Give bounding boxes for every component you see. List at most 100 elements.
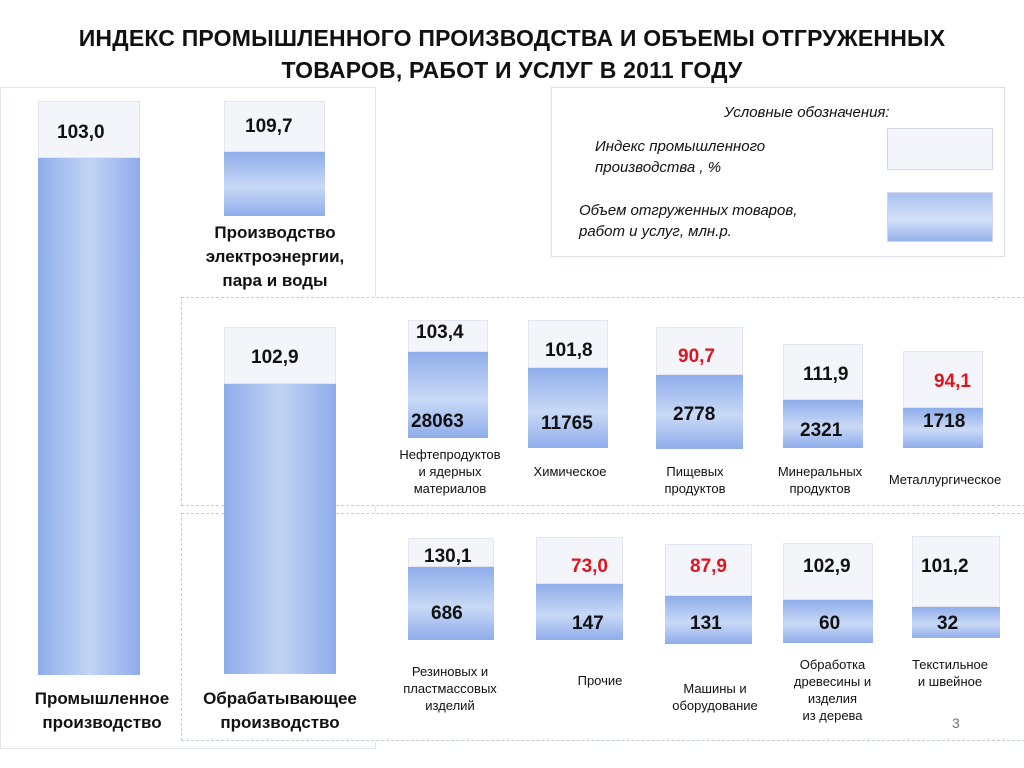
index-label-oil: 103,4 (416, 322, 464, 343)
volume-label-food: 2778 (673, 404, 716, 425)
category-label-line: производство (220, 713, 340, 732)
category-label-chemical: Химическое (505, 463, 635, 480)
bar-volume-segment (783, 600, 873, 643)
category-label-textile: Текстильное и швейное (885, 656, 1015, 690)
category-label-line: и швейное (917, 674, 983, 689)
index-label-industry: 103,0 (57, 122, 105, 143)
category-label-line: Промышленное (34, 689, 170, 708)
bar-volume-segment (536, 584, 623, 640)
bar-volume-segment (665, 596, 752, 644)
title-line-2: ТОВАРОВ, РАБОТ И УСЛУГ В 2011 ГОДУ (281, 57, 743, 83)
bar-wood (783, 543, 873, 643)
title-line-1: ИНДЕКС ПРОМЫШЛЕННОГО ПРОИЗВОДСТВА И ОБЪЕ… (78, 25, 946, 51)
category-label-line: Обработка (799, 657, 866, 672)
volume-label-machinery: 131 (690, 613, 722, 634)
volume-label-textile: 32 (937, 613, 959, 634)
bar-volume-segment (38, 158, 140, 675)
category-label-line: из дерева (802, 708, 863, 723)
chart-title: ИНДЕКС ПРОМЫШЛЕННОГО ПРОИЗВОДСТВА И ОБЪЕ… (0, 22, 1024, 86)
bar-textile (912, 536, 1000, 638)
category-label-line: Пищевых (666, 464, 724, 479)
bar-rubber (408, 538, 494, 640)
category-label-rubber: Резиновых и пластмассовых изделий (375, 663, 525, 714)
index-label-mineral: 111,9 (803, 364, 849, 385)
bar-index-segment (903, 351, 983, 408)
volume-label-mineral: 2321 (800, 420, 843, 441)
bar-index-segment (536, 537, 623, 584)
index-label-other: 73,0 (571, 556, 608, 577)
index-label-textile: 101,2 (921, 556, 969, 577)
category-label-power: Производство электроэнергии, пара и воды (190, 221, 360, 293)
category-label-line: Прочие (577, 673, 623, 688)
category-label-line: Нефтепродуктов (399, 447, 501, 462)
category-label-line: Металлургическое (888, 472, 1002, 487)
bar-manufacturing (224, 327, 336, 674)
legend-volume-line-2: работ и услуг, млн.р. (579, 223, 732, 240)
category-label-industry: Промышленное производство (12, 687, 192, 735)
bar-volume-segment (408, 567, 494, 640)
bar-index-segment (665, 544, 752, 596)
category-label-mineral: Минеральных продуктов (755, 463, 885, 497)
bar-index-segment (224, 327, 336, 384)
legend-index-swatch (887, 128, 993, 170)
category-label-line: пластмассовых (403, 681, 497, 696)
bar-mineral (783, 344, 863, 448)
legend-index-line-1: Индекс промышленного (595, 138, 766, 155)
bar-industry (38, 101, 140, 675)
category-label-line: Текстильное (912, 657, 988, 672)
bar-index-segment (528, 320, 608, 368)
index-label-wood: 102,9 (803, 556, 851, 577)
category-label-line: Резиновых и (411, 664, 489, 679)
bar-power (224, 101, 325, 216)
bar-index-segment (408, 538, 494, 567)
volume-label-wood: 60 (819, 613, 841, 634)
bar-volume-segment (224, 384, 336, 674)
index-label-power: 109,7 (245, 116, 293, 137)
bar-index-segment (224, 101, 325, 152)
category-label-metal: Металлургическое (870, 471, 1020, 488)
category-label-wood: Обработка древесины и изделия из дерева (775, 656, 890, 724)
bar-index-segment (38, 101, 140, 158)
volume-label-other: 147 (572, 613, 604, 634)
bar-volume-segment (528, 368, 608, 448)
page-number: 3 (952, 715, 960, 731)
category-label-line: Химическое (533, 464, 607, 479)
bar-index-segment (783, 344, 863, 400)
bar-machinery (665, 544, 752, 644)
category-label-line: пара и воды (222, 271, 328, 290)
legend-index-line-2: производства , % (595, 159, 722, 176)
bar-index-segment (912, 536, 1000, 607)
category-label-line: изделий (425, 698, 475, 713)
index-label-chemical: 101,8 (545, 340, 593, 361)
category-label-manufacturing: Обрабатывающее производство (180, 687, 380, 735)
category-label-other: Прочие (540, 672, 660, 689)
bar-index-segment (408, 320, 488, 352)
category-label-line: Машины и (683, 681, 747, 696)
category-label-machinery: Машины и оборудование (640, 680, 790, 714)
legend-volume-line-1: Объем отгруженных товаров, (579, 202, 798, 219)
bar-volume-segment (903, 408, 983, 448)
bar-volume-segment (783, 400, 863, 448)
category-label-line: Производство (214, 223, 336, 242)
category-label-line: Минеральных (777, 464, 863, 479)
category-label-line: изделия (807, 691, 858, 706)
volume-label-metal: 1718 (923, 411, 966, 432)
volume-label-rubber: 686 (431, 603, 463, 624)
category-label-line: электроэнергии, (205, 247, 345, 266)
category-label-line: Обрабатывающее (203, 689, 357, 708)
bar-food (656, 327, 743, 449)
category-label-line: оборудование (672, 698, 758, 713)
index-label-rubber: 130,1 (424, 546, 472, 567)
category-label-food: Пищевых продуктов (635, 463, 755, 497)
legend-volume-label: Объем отгруженных товаров, работ и услуг… (579, 200, 797, 242)
legend (551, 87, 1005, 257)
bar-volume-segment (224, 152, 325, 216)
index-label-machinery: 87,9 (690, 556, 727, 577)
bar-metal (903, 351, 983, 448)
index-label-food: 90,7 (678, 346, 715, 367)
bar-volume-segment (408, 352, 488, 438)
category-label-line: и ядерных (418, 464, 482, 479)
category-label-line: древесины и (793, 674, 872, 689)
bar-index-segment (783, 543, 873, 600)
bar-volume-segment (912, 607, 1000, 638)
